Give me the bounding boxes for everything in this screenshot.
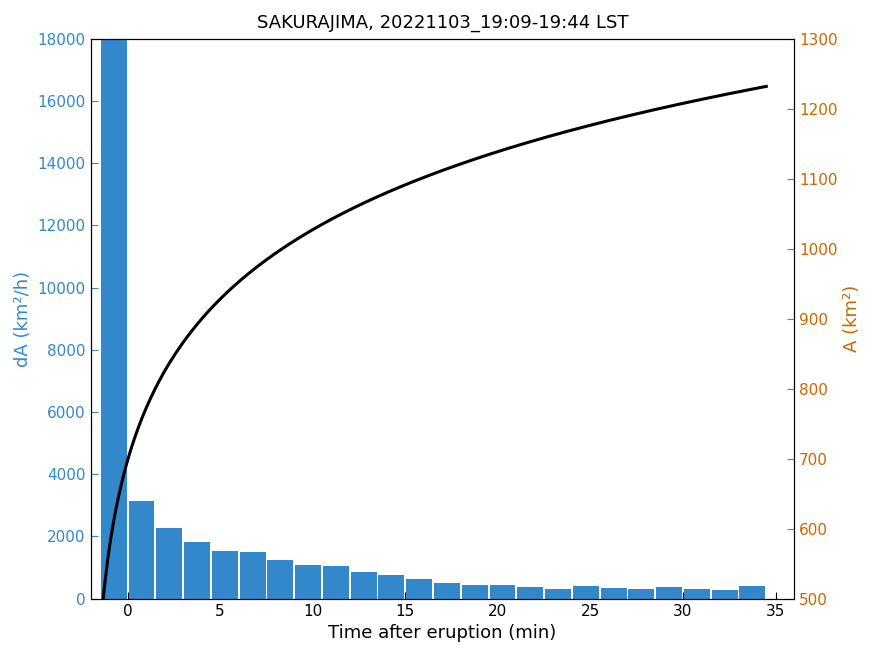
Bar xyxy=(600,588,626,599)
Bar xyxy=(157,528,182,599)
Bar xyxy=(545,589,571,599)
Bar xyxy=(656,588,682,599)
Bar xyxy=(684,589,710,599)
Bar xyxy=(268,560,293,599)
Bar xyxy=(323,566,349,599)
Bar xyxy=(351,571,376,599)
Bar xyxy=(101,39,127,599)
Bar xyxy=(711,590,738,599)
X-axis label: Time after eruption (min): Time after eruption (min) xyxy=(328,624,556,642)
Bar xyxy=(739,586,766,599)
Bar xyxy=(212,552,238,599)
Bar xyxy=(379,575,404,599)
Bar xyxy=(129,501,154,599)
Bar xyxy=(434,583,460,599)
Bar xyxy=(517,587,543,599)
Bar xyxy=(184,542,210,599)
Bar xyxy=(240,552,265,599)
Bar xyxy=(628,589,654,599)
Title: SAKURAJIMA, 20221103_19:09-19:44 LST: SAKURAJIMA, 20221103_19:09-19:44 LST xyxy=(256,14,628,32)
Bar xyxy=(406,579,432,599)
Bar xyxy=(462,585,487,599)
Bar xyxy=(573,586,598,599)
Bar xyxy=(489,585,515,599)
Y-axis label: A (km²): A (km²) xyxy=(844,285,861,352)
Y-axis label: dA (km²/h): dA (km²/h) xyxy=(14,271,31,367)
Bar xyxy=(295,565,321,599)
